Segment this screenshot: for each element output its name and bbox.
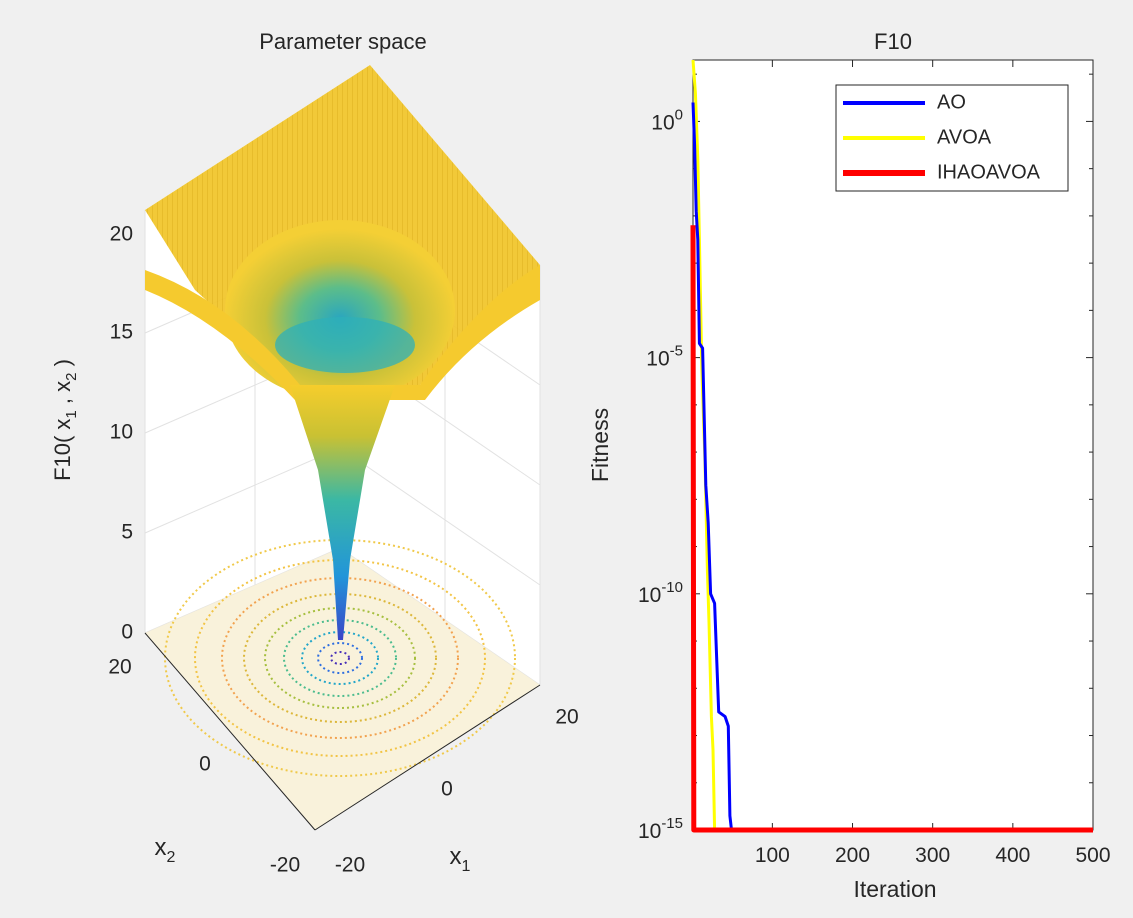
convergence-plot: F10 100 10-5 10-10 10-15 100 200 300 400 500 Fi… bbox=[587, 29, 1111, 902]
x-tick-label: 300 bbox=[915, 844, 950, 867]
x2-ticks: 20 0 -20 bbox=[108, 656, 300, 877]
x2-tick-label: -20 bbox=[270, 854, 300, 877]
y-axis-label: Fitness bbox=[587, 408, 613, 482]
y-tick-label: 10-5 bbox=[646, 343, 683, 371]
y-ticks: 100 10-5 10-10 10-15 bbox=[638, 73, 1093, 843]
x2-axis-line bbox=[144, 632, 316, 831]
contour-floor bbox=[145, 548, 540, 830]
series-line-ao bbox=[691, 102, 1093, 832]
x-axis-label: Iteration bbox=[853, 876, 936, 902]
z-tick-label: 0 bbox=[121, 621, 133, 644]
surface-zlabel: F10( x1 , x2 ) bbox=[50, 359, 80, 481]
x1-axis-line bbox=[314, 684, 541, 831]
legend-label-avoa: AVOA bbox=[937, 126, 992, 148]
x1-tick-label: 20 bbox=[555, 706, 578, 729]
x-tick-label: 500 bbox=[1075, 844, 1110, 867]
x-tick-label: 100 bbox=[755, 844, 790, 867]
surface-bowl-inner bbox=[275, 317, 415, 373]
z-tick-label: 20 bbox=[110, 223, 133, 246]
x-tick-label: 400 bbox=[995, 844, 1030, 867]
legend-label-ao: AO bbox=[937, 91, 966, 113]
surface-plot: Parameter space bbox=[50, 29, 579, 877]
surface-ylabel: x2 bbox=[155, 834, 176, 866]
surface-cone bbox=[290, 385, 395, 640]
z-tick-label: 10 bbox=[110, 421, 133, 444]
surface-bowl bbox=[225, 220, 455, 400]
z-tick-label: 5 bbox=[121, 521, 133, 544]
z-ticks: 0 5 10 15 20 bbox=[110, 223, 133, 644]
surface-title: Parameter space bbox=[259, 29, 427, 54]
y-tick-label: 10-15 bbox=[638, 815, 683, 843]
z-tick-label: 15 bbox=[110, 321, 133, 344]
convergence-title: F10 bbox=[874, 29, 912, 54]
x1-tick-label: -20 bbox=[335, 854, 365, 877]
y-tick-label: 10-10 bbox=[638, 579, 683, 607]
x1-ticks: -20 0 20 bbox=[335, 706, 579, 877]
legend-label-ihaoavoa: IHAOAVOA bbox=[937, 161, 1041, 183]
x1-tick-label: 0 bbox=[441, 778, 453, 801]
x-ticks: 100 200 300 400 500 bbox=[755, 60, 1111, 867]
x2-tick-label: 0 bbox=[199, 753, 211, 776]
surface-xlabel: x1 bbox=[450, 843, 471, 875]
x2-tick-label: 20 bbox=[108, 656, 131, 679]
series-line-avoa bbox=[691, 59, 1093, 832]
series-lines bbox=[690, 59, 1093, 833]
y-tick-label: 100 bbox=[651, 106, 683, 134]
x-tick-label: 200 bbox=[835, 844, 870, 867]
legend: AO AVOA IHAOAVOA bbox=[835, 84, 1069, 192]
series-line-ihaoavoa bbox=[690, 225, 1093, 833]
